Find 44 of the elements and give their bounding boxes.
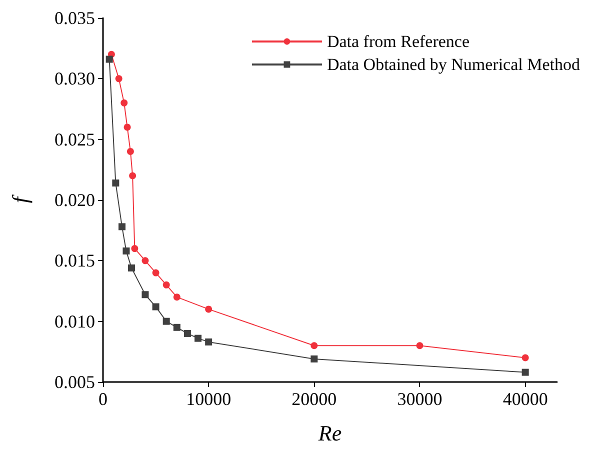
point xyxy=(184,330,191,337)
point xyxy=(118,223,126,230)
y-tick-label: 0.010 xyxy=(54,311,95,332)
y-tick-label: 0.015 xyxy=(54,250,95,271)
point xyxy=(522,354,529,362)
point xyxy=(162,318,170,325)
point xyxy=(120,99,128,106)
y-tick-label: 0.030 xyxy=(54,68,95,89)
point xyxy=(522,368,529,376)
point xyxy=(131,245,138,252)
x-tick-label: 40000 xyxy=(502,389,548,409)
point xyxy=(128,264,136,272)
legend-label: Data Obtained by Numerical Method xyxy=(326,55,580,74)
point xyxy=(173,324,180,331)
point xyxy=(152,303,160,310)
point xyxy=(112,180,120,187)
y-tick-label: 0.005 xyxy=(54,372,95,392)
point xyxy=(142,257,149,264)
point xyxy=(162,281,170,288)
point xyxy=(122,247,130,254)
x-tick-label: 0 xyxy=(98,389,108,409)
point xyxy=(310,342,318,350)
legend-label: Data from Reference xyxy=(326,32,470,51)
point xyxy=(142,291,149,298)
y-axis-title: f xyxy=(8,194,32,204)
point xyxy=(310,355,318,362)
y-tick-label: 0.020 xyxy=(54,190,95,210)
point xyxy=(205,338,212,346)
point xyxy=(124,124,131,131)
x-tick-label: 20000 xyxy=(292,389,337,409)
point xyxy=(152,269,160,276)
point xyxy=(115,75,122,82)
y-tick-label: 0.035 xyxy=(54,8,95,28)
point xyxy=(173,294,180,301)
x-tick-label: 10000 xyxy=(186,389,232,409)
point xyxy=(129,172,136,180)
point xyxy=(205,306,212,313)
point xyxy=(106,56,113,63)
point xyxy=(194,334,202,342)
point xyxy=(126,148,134,155)
x-axis-title: Re xyxy=(317,420,342,446)
x-tick-label: 30000 xyxy=(397,389,442,409)
point xyxy=(416,342,424,350)
y-tick-label: 0.025 xyxy=(54,129,95,150)
